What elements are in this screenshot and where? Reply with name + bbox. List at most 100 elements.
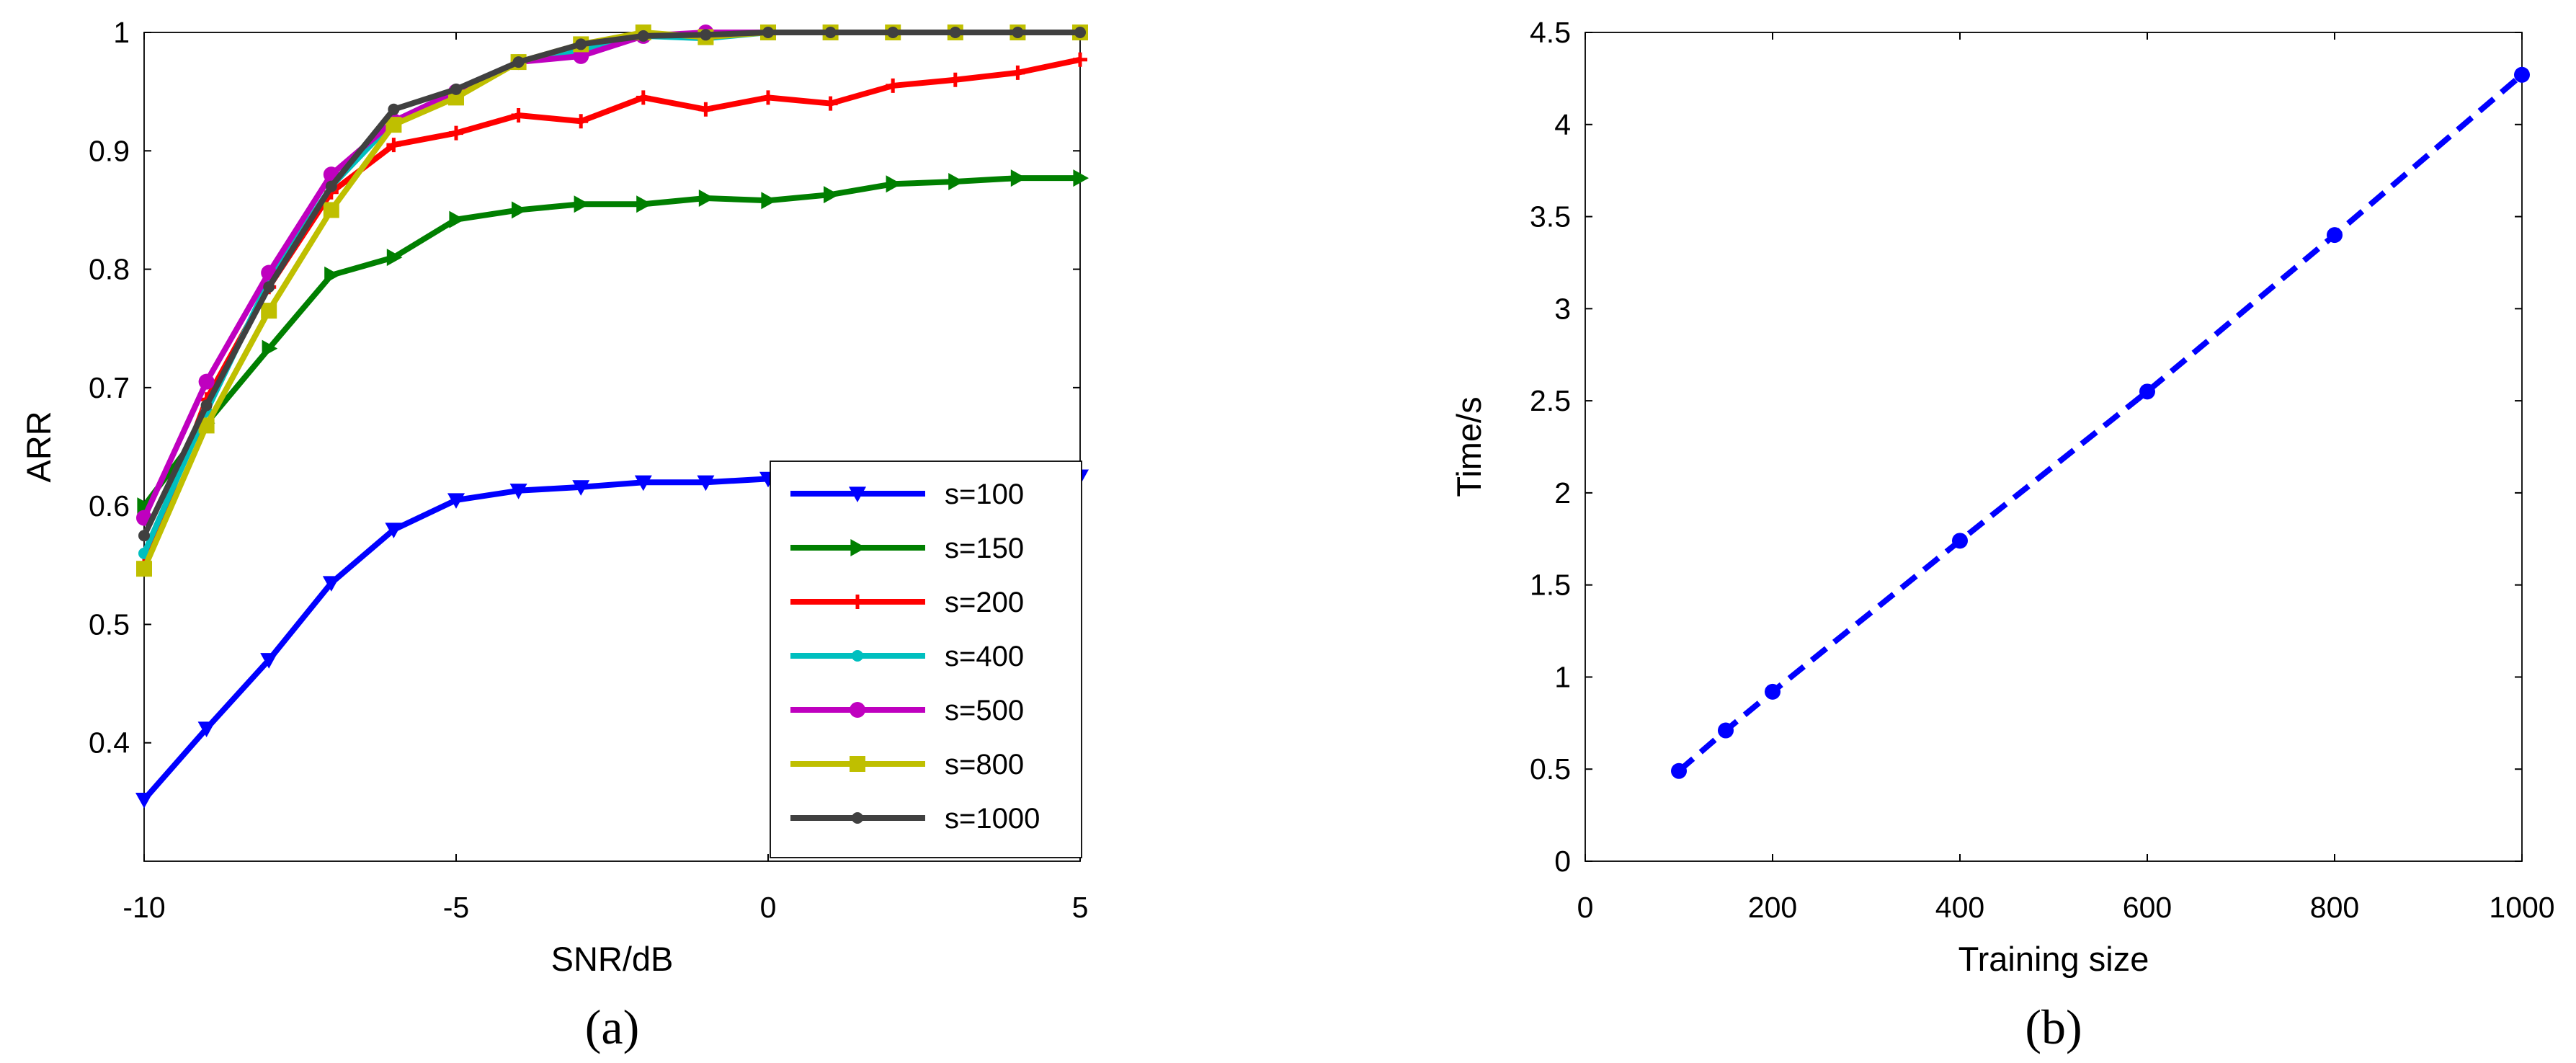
data-point-0	[572, 480, 590, 496]
data-point-6	[1074, 27, 1086, 38]
data-point-6	[700, 29, 712, 41]
x-tick-label: 800	[2310, 891, 2359, 924]
data-point-0	[135, 792, 153, 809]
data-point-2	[1010, 65, 1025, 80]
data-point-2	[948, 72, 963, 87]
data-point-1	[824, 186, 839, 204]
data-point-1	[262, 339, 278, 357]
legend-swatch-marker	[850, 702, 865, 718]
legend-swatch-marker	[850, 756, 865, 772]
data-point-6	[824, 27, 837, 38]
data-point-0	[1952, 533, 1968, 549]
x-tick-label: 1000	[2489, 891, 2554, 924]
legend-label: s=500	[945, 695, 1024, 726]
data-point-1	[636, 195, 652, 213]
data-point-0	[1671, 762, 1687, 779]
data-point-0	[260, 653, 278, 669]
y-axis-label: ARR	[19, 411, 58, 482]
data-point-2	[386, 138, 401, 153]
y-tick-label: 3	[1554, 292, 1571, 325]
data-point-1	[574, 195, 590, 213]
data-point-0	[634, 475, 652, 492]
data-point-6	[512, 56, 525, 68]
y-tick-label: 1	[1554, 660, 1571, 693]
data-point-5	[323, 202, 339, 218]
x-tick-label: 5	[1072, 891, 1089, 924]
data-point-6	[1012, 27, 1024, 38]
data-point-0	[385, 522, 403, 538]
data-point-1	[137, 497, 153, 515]
legend-label: s=800	[945, 749, 1024, 780]
data-point-1	[948, 173, 964, 190]
y-tick-label: 1.5	[1530, 569, 1571, 602]
x-tick-label: 200	[1748, 891, 1797, 924]
data-point-2	[511, 108, 526, 123]
panel-label: (b)	[2025, 1000, 2082, 1054]
data-point-2	[698, 102, 713, 117]
legend-label: s=150	[945, 533, 1024, 564]
data-point-6	[200, 399, 213, 412]
y-tick-label: 1	[113, 16, 130, 49]
y-axis-label: Time/s	[1450, 396, 1488, 497]
data-point-1	[698, 190, 715, 207]
data-point-5	[198, 417, 215, 434]
data-point-1	[761, 192, 777, 210]
data-point-0	[447, 493, 465, 509]
data-point-2	[886, 78, 901, 93]
y-tick-label: 2	[1554, 476, 1571, 510]
legend-swatch-marker	[849, 486, 866, 502]
data-point-1	[1010, 169, 1027, 187]
legend-swatch-marker	[852, 812, 863, 824]
data-point-0	[197, 721, 215, 737]
y-tick-label: 0.9	[89, 134, 130, 167]
data-point-6	[949, 27, 961, 38]
x-axis-label: Training size	[1958, 940, 2149, 978]
data-point-0	[2327, 227, 2343, 244]
data-point-4	[198, 373, 215, 390]
data-point-2	[574, 114, 589, 129]
legend-label: s=400	[945, 641, 1024, 672]
data-point-0	[1718, 722, 1734, 739]
plot-area	[1585, 32, 2523, 862]
data-point-0	[2514, 66, 2530, 83]
y-tick-label: 0.5	[89, 608, 130, 641]
data-point-6	[388, 103, 400, 115]
x-axis-label: SNR/dB	[551, 940, 674, 978]
data-point-6	[887, 27, 899, 38]
data-point-1	[324, 266, 340, 284]
x-tick-label: -5	[443, 891, 469, 924]
data-point-1	[512, 201, 527, 219]
y-tick-label: 0	[1554, 845, 1571, 878]
data-point-0	[322, 576, 340, 592]
data-point-2	[1073, 52, 1087, 67]
x-tick-label: 600	[2123, 891, 2172, 924]
x-tick-label: 400	[1935, 891, 1984, 924]
data-point-2	[761, 90, 775, 105]
y-tick-label: 0.5	[1530, 752, 1571, 786]
data-point-1	[886, 175, 902, 193]
series-line-6	[141, 30, 1080, 537]
data-point-5	[448, 89, 464, 106]
y-tick-label: 4	[1554, 108, 1571, 141]
legend-label: s=200	[945, 587, 1024, 618]
series-line-1	[141, 175, 1080, 508]
legend-swatch-marker	[850, 595, 865, 609]
data-point-6	[263, 281, 275, 293]
data-point-0	[2139, 383, 2155, 400]
data-point-6	[637, 30, 649, 42]
data-point-0	[697, 475, 715, 492]
legend-box	[770, 461, 1082, 858]
data-point-0	[509, 484, 527, 499]
data-point-1	[1073, 169, 1089, 187]
y-tick-label: 0.4	[89, 726, 130, 760]
legend-swatch-marker	[852, 650, 863, 662]
data-point-1	[386, 249, 403, 267]
legend-swatch-marker	[850, 539, 866, 556]
x-tick-label: 0	[1577, 891, 1594, 924]
data-point-6	[325, 180, 337, 192]
data-point-1	[449, 210, 465, 228]
y-tick-label: 3.5	[1530, 200, 1571, 233]
data-point-2	[823, 96, 838, 111]
panel-b-chart: 0 200 400 600 800 1000 0 0.5 1 1.5 2 2.5 3 3.5 4 4.5 Tra…	[1450, 16, 2555, 1054]
